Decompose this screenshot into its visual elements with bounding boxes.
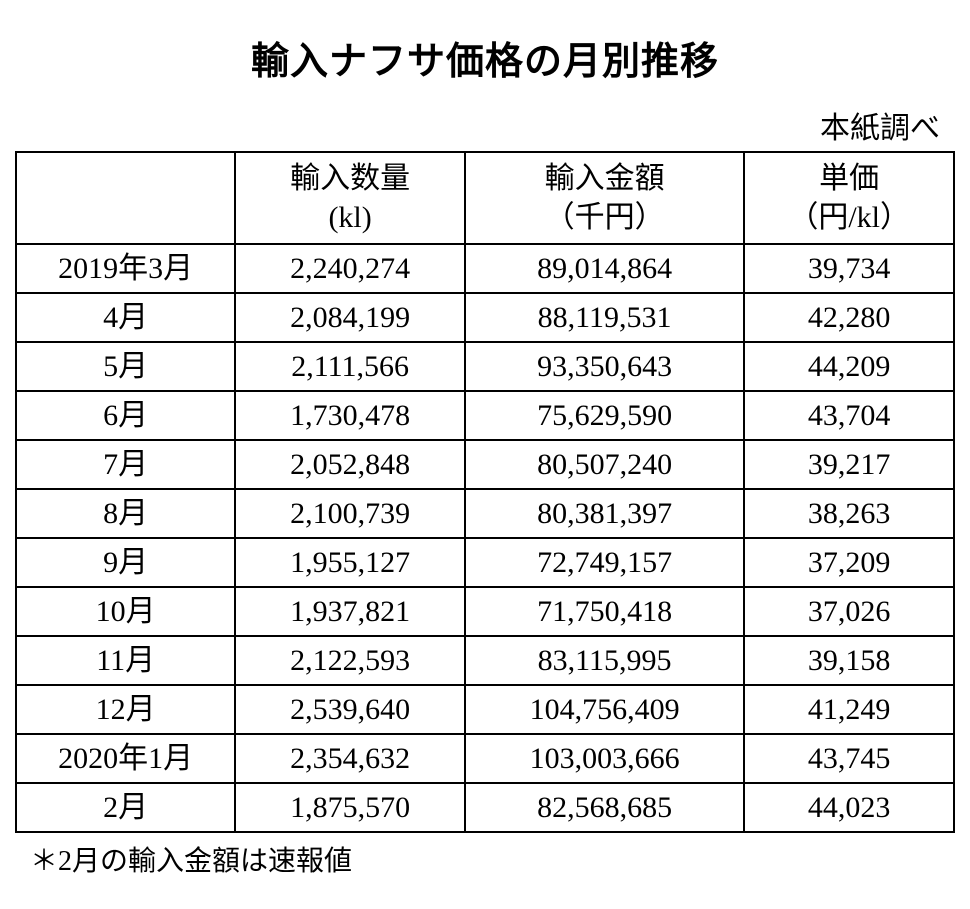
cell-quantity: 2,539,640 [235,685,465,734]
cell-unit-price: 43,745 [744,734,954,783]
table-row: 2020年1月2,354,632103,003,66643,745 [16,734,954,783]
cell-unit-price: 44,023 [744,783,954,832]
cell-quantity: 1,875,570 [235,783,465,832]
cell-amount: 83,115,995 [465,636,744,685]
page-title: 輸入ナフサ価格の月別推移 [15,30,955,85]
table-header-row: 輸入数量(kl) 輸入金額（千円） 単価（円/kl） [16,152,954,244]
cell-quantity: 2,052,848 [235,440,465,489]
cell-month: 2019年3月 [16,244,235,293]
table-row: 2月1,875,57082,568,68544,023 [16,783,954,832]
cell-month: 6月 [16,391,235,440]
cell-quantity: 1,955,127 [235,538,465,587]
cell-quantity: 1,730,478 [235,391,465,440]
cell-amount: 89,014,864 [465,244,744,293]
footnote: ＊2月の輸入金額は速報値 [30,839,955,879]
table-row: 4月2,084,19988,119,53142,280 [16,293,954,342]
header-amount: 輸入金額（千円） [465,152,744,244]
header-quantity: 輸入数量(kl) [235,152,465,244]
cell-quantity: 1,937,821 [235,587,465,636]
cell-month: 2020年1月 [16,734,235,783]
cell-quantity: 2,240,274 [235,244,465,293]
table-row: 5月2,111,56693,350,64344,209 [16,342,954,391]
cell-month: 11月 [16,636,235,685]
cell-amount: 88,119,531 [465,293,744,342]
price-table: 輸入数量(kl) 輸入金額（千円） 単価（円/kl） 2019年3月2,240,… [15,151,955,833]
table-row: 7月2,052,84880,507,24039,217 [16,440,954,489]
table-row: 2019年3月2,240,27489,014,86439,734 [16,244,954,293]
cell-unit-price: 44,209 [744,342,954,391]
source-label: 本紙調べ [15,103,940,147]
cell-amount: 75,629,590 [465,391,744,440]
cell-quantity: 2,100,739 [235,489,465,538]
cell-unit-price: 37,026 [744,587,954,636]
cell-amount: 82,568,685 [465,783,744,832]
cell-month: 9月 [16,538,235,587]
cell-quantity: 2,354,632 [235,734,465,783]
cell-quantity: 2,084,199 [235,293,465,342]
cell-amount: 103,003,666 [465,734,744,783]
cell-month: 8月 [16,489,235,538]
table-row: 9月1,955,12772,749,15737,209 [16,538,954,587]
table-row: 10月1,937,82171,750,41837,026 [16,587,954,636]
cell-month: 7月 [16,440,235,489]
header-unit-price: 単価（円/kl） [744,152,954,244]
cell-month: 4月 [16,293,235,342]
cell-month: 10月 [16,587,235,636]
table-row: 6月1,730,47875,629,59043,704 [16,391,954,440]
table-row: 12月2,539,640104,756,40941,249 [16,685,954,734]
cell-unit-price: 39,158 [744,636,954,685]
cell-quantity: 2,111,566 [235,342,465,391]
cell-unit-price: 38,263 [744,489,954,538]
cell-unit-price: 42,280 [744,293,954,342]
cell-amount: 80,507,240 [465,440,744,489]
cell-month: 5月 [16,342,235,391]
cell-amount: 71,750,418 [465,587,744,636]
cell-month: 12月 [16,685,235,734]
cell-amount: 80,381,397 [465,489,744,538]
cell-unit-price: 37,209 [744,538,954,587]
cell-amount: 93,350,643 [465,342,744,391]
cell-unit-price: 41,249 [744,685,954,734]
table-row: 11月2,122,59383,115,99539,158 [16,636,954,685]
cell-unit-price: 39,734 [744,244,954,293]
cell-unit-price: 43,704 [744,391,954,440]
table-row: 8月2,100,73980,381,39738,263 [16,489,954,538]
cell-amount: 104,756,409 [465,685,744,734]
cell-unit-price: 39,217 [744,440,954,489]
cell-month: 2月 [16,783,235,832]
cell-quantity: 2,122,593 [235,636,465,685]
header-month [16,152,235,244]
cell-amount: 72,749,157 [465,538,744,587]
